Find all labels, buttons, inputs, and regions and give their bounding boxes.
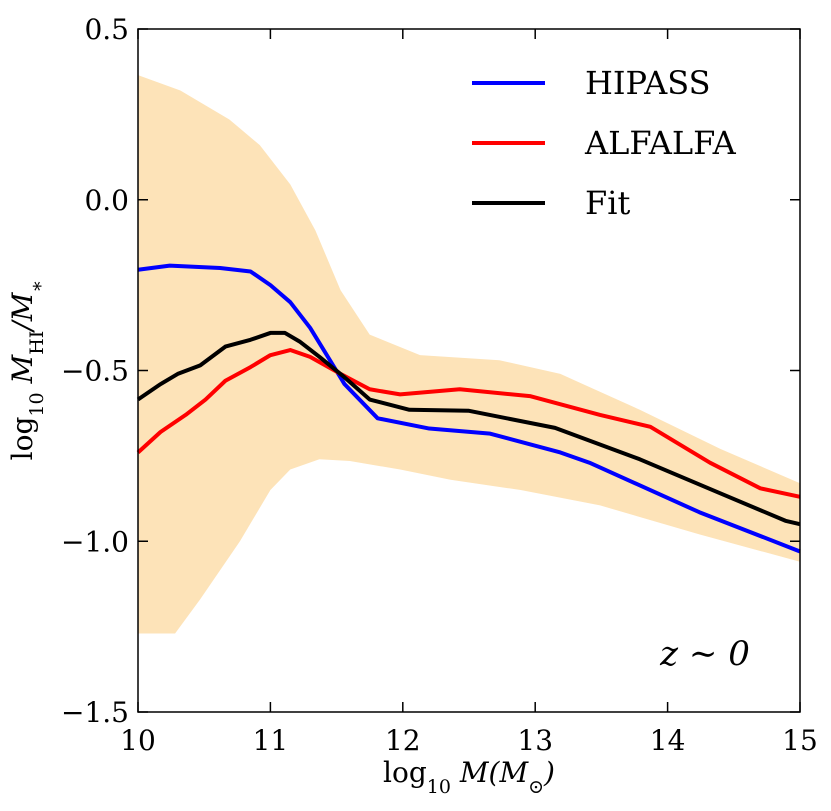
x-tick-label: 11 [253, 724, 289, 757]
band [138, 75, 800, 634]
axis-label-part: M(M [451, 756, 529, 789]
legend-label: HIPASS [585, 64, 711, 102]
axis-label-part: log [6, 417, 39, 461]
x-axis-label: log10 M(M⊙) [383, 756, 555, 798]
legend-label: Fit [585, 184, 630, 222]
y-tick-label: −0.5 [61, 355, 129, 388]
x-tick-label: 10 [120, 724, 156, 757]
legend: HIPASS ALFALFA Fit [472, 64, 737, 222]
x-tick-label: 13 [517, 724, 553, 757]
axis-label-part: ) [543, 756, 555, 789]
y-tick-label: −1.5 [61, 696, 129, 729]
x-tick-label: 14 [650, 724, 686, 757]
y-tick-label: 0.0 [84, 184, 129, 217]
axis-label-part: ∗ [26, 280, 48, 293]
axis-label-part: HI [26, 331, 48, 355]
axis-label-part: log [383, 756, 427, 789]
x-tick-label: 15 [782, 724, 818, 757]
series-line [136, 330, 801, 527]
y-tick-label: −1.0 [61, 525, 129, 558]
y-tick-label: 0.5 [84, 13, 129, 46]
annotation: z ∼ 0 [659, 634, 750, 674]
axis-label-part: 10 [427, 776, 451, 798]
axis-label-part: ⊙ [528, 776, 544, 798]
axis-label-part: 10 [26, 392, 48, 416]
legend-label: ALFALFA [584, 124, 737, 162]
x-tick-label: 12 [385, 724, 421, 757]
y-axis-label: log10 MHI/M∗ [6, 280, 48, 461]
axis-label-part: M [6, 353, 39, 392]
axis-label-part: /M [6, 291, 39, 333]
